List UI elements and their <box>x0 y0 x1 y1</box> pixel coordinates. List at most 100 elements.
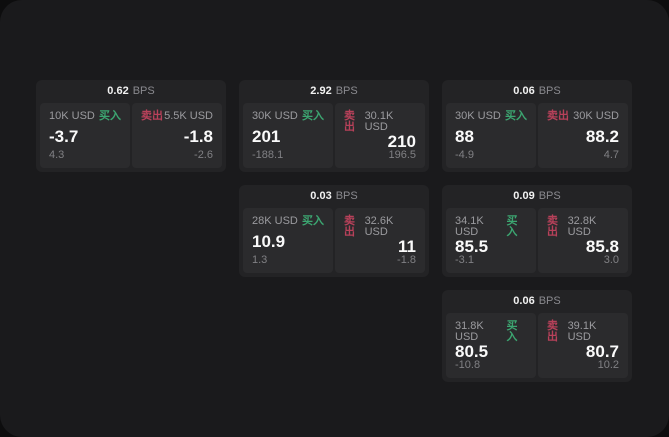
bps-unit-label: BPS <box>335 85 358 97</box>
sell-label: 卖出 <box>344 215 355 238</box>
bps-unit-label: BPS <box>132 85 155 97</box>
card-header: 0.09 BPS <box>442 185 632 208</box>
sell-delta: -2.6 <box>194 149 213 161</box>
bps-value: 0.62 <box>107 85 129 97</box>
buy-delta: -10.8 <box>455 359 481 371</box>
buy-label: 买入 <box>99 110 121 122</box>
buy-delta: -3.1 <box>455 254 474 266</box>
sell-panel-top: 卖出 5.5K USD <box>141 111 213 122</box>
sell-label: 卖出 <box>141 110 163 122</box>
sell-amount: 30.1K USD <box>364 110 394 133</box>
sell-panel[interactable]: 卖出 30K USD 88.2 4.7 <box>538 103 628 168</box>
sell-label: 卖出 <box>344 110 355 133</box>
sell-panel-top: 卖出 30K USD <box>547 111 619 122</box>
sell-price: 80.7 <box>585 342 619 361</box>
buy-amount: 30K USD <box>455 110 501 122</box>
quote-card[interactable]: 0.06 BPS 31.8K USD 买入 80.5 -10.8 卖出 39.1… <box>442 290 632 382</box>
buy-price: -3.7 <box>49 126 79 146</box>
buy-amount: 28K USD <box>252 215 298 227</box>
sell-delta: 10.2 <box>597 359 619 371</box>
buy-price: 10.9 <box>252 231 286 251</box>
sell-amount: 30K USD <box>573 110 619 122</box>
quote-card[interactable]: 0.06 BPS 30K USD 买入 88 -4.9 卖出 30K USD 8… <box>442 80 632 172</box>
buy-label: 买入 <box>302 110 324 122</box>
buy-label: 买入 <box>506 320 518 343</box>
buy-price: 88 <box>455 126 474 146</box>
buy-label: 买入 <box>506 215 518 238</box>
quote-card-grid: 0.62 BPS 10K USD 买入 -3.7 4.3 卖出 5.5K USD… <box>36 80 632 382</box>
buy-amount: 31.8K USD <box>455 320 484 343</box>
sell-delta: -1.8 <box>397 254 416 266</box>
bps-unit-label: BPS <box>538 295 561 307</box>
sell-price: 88.2 <box>585 126 619 146</box>
buy-panel[interactable]: 31.8K USD 买入 80.5 -10.8 <box>446 313 536 378</box>
sell-amount: 39.1K USD <box>567 320 597 343</box>
bps-value: 0.03 <box>310 190 332 202</box>
buy-panel-top: 34.1K USD 买入 <box>455 216 527 238</box>
quote-card[interactable]: 0.09 BPS 34.1K USD 买入 85.5 -3.1 卖出 32.8K… <box>442 185 632 277</box>
sell-price: 11 <box>398 237 416 256</box>
sell-delta: 3.0 <box>603 254 619 266</box>
card-body: 34.1K USD 买入 85.5 -3.1 卖出 32.8K USD 85.8… <box>442 208 632 277</box>
sell-label: 卖出 <box>547 110 569 122</box>
card-header: 0.03 BPS <box>239 185 429 208</box>
buy-price: 85.5 <box>455 237 489 256</box>
quote-card[interactable]: 2.92 BPS 30K USD 买入 201 -188.1 卖出 30.1K … <box>239 80 429 172</box>
sell-price: 85.8 <box>585 237 619 256</box>
buy-amount: 34.1K USD <box>455 215 484 238</box>
card-body: 28K USD 买入 10.9 1.3 卖出 32.6K USD 11 -1.8 <box>239 208 429 277</box>
buy-delta: -4.9 <box>455 149 474 161</box>
buy-panel-top: 28K USD 买入 <box>252 216 324 227</box>
buy-panel-top: 30K USD 买入 <box>455 111 527 122</box>
buy-panel[interactable]: 30K USD 买入 201 -188.1 <box>243 103 333 168</box>
buy-delta: -188.1 <box>252 149 284 161</box>
sell-label: 卖出 <box>547 215 558 238</box>
sell-price: 210 <box>387 132 416 151</box>
card-header: 0.06 BPS <box>442 80 632 103</box>
bps-value: 0.09 <box>513 190 535 202</box>
sell-panel[interactable]: 卖出 32.8K USD 85.8 3.0 <box>538 208 628 273</box>
card-header: 0.06 BPS <box>442 290 632 313</box>
card-header: 0.62 BPS <box>36 80 226 103</box>
card-body: 31.8K USD 买入 80.5 -10.8 卖出 39.1K USD 80.… <box>442 313 632 382</box>
buy-delta: 4.3 <box>49 149 65 161</box>
buy-panel-top: 30K USD 买入 <box>252 111 324 122</box>
sell-panel-top: 卖出 32.6K USD <box>344 216 416 238</box>
buy-price: 80.5 <box>455 342 489 361</box>
buy-amount: 10K USD <box>49 110 95 122</box>
sell-panel[interactable]: 卖出 39.1K USD 80.7 10.2 <box>538 313 628 378</box>
sell-amount: 32.6K USD <box>364 215 394 238</box>
buy-panel-top: 10K USD 买入 <box>49 111 121 122</box>
bps-value: 0.06 <box>513 85 535 97</box>
bps-value: 0.06 <box>513 295 535 307</box>
sell-panel[interactable]: 卖出 32.6K USD 11 -1.8 <box>335 208 425 273</box>
card-body: 30K USD 买入 88 -4.9 卖出 30K USD 88.2 4.7 <box>442 103 632 172</box>
buy-price: 201 <box>252 126 281 146</box>
sell-label: 卖出 <box>547 320 558 343</box>
card-body: 10K USD 买入 -3.7 4.3 卖出 5.5K USD -1.8 -2.… <box>36 103 226 172</box>
buy-panel[interactable]: 30K USD 买入 88 -4.9 <box>446 103 536 168</box>
sell-panel-top: 卖出 32.8K USD <box>547 216 619 238</box>
bps-unit-label: BPS <box>335 190 358 202</box>
quote-card[interactable]: 0.62 BPS 10K USD 买入 -3.7 4.3 卖出 5.5K USD… <box>36 80 226 172</box>
buy-label: 买入 <box>302 215 324 227</box>
sell-price: -1.8 <box>183 126 213 146</box>
sell-panel[interactable]: 卖出 5.5K USD -1.8 -2.6 <box>132 103 222 168</box>
sell-panel-top: 卖出 39.1K USD <box>547 321 619 343</box>
buy-panel[interactable]: 10K USD 买入 -3.7 4.3 <box>40 103 130 168</box>
sell-panel[interactable]: 卖出 30.1K USD 210 196.5 <box>335 103 425 168</box>
bps-value: 2.92 <box>310 85 332 97</box>
sell-delta: 4.7 <box>603 149 619 161</box>
bps-unit-label: BPS <box>538 85 561 97</box>
card-header: 2.92 BPS <box>239 80 429 103</box>
quote-card[interactable]: 0.03 BPS 28K USD 买入 10.9 1.3 卖出 32.6K US… <box>239 185 429 277</box>
bps-unit-label: BPS <box>538 190 561 202</box>
buy-panel[interactable]: 34.1K USD 买入 85.5 -3.1 <box>446 208 536 273</box>
card-body: 30K USD 买入 201 -188.1 卖出 30.1K USD 210 1… <box>239 103 429 172</box>
buy-amount: 30K USD <box>252 110 298 122</box>
buy-label: 买入 <box>505 110 527 122</box>
buy-panel[interactable]: 28K USD 买入 10.9 1.3 <box>243 208 333 273</box>
sell-delta: 196.5 <box>388 149 416 161</box>
